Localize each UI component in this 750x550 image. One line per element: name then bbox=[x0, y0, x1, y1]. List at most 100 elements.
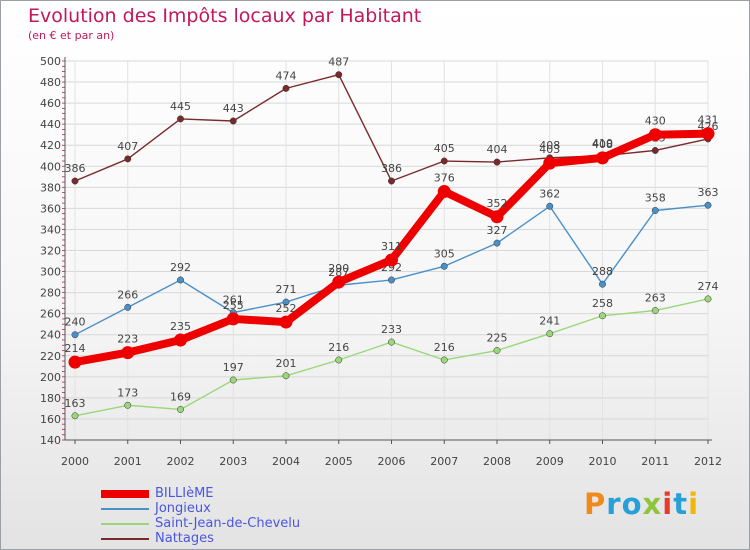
data-label-billi-me: 352 bbox=[487, 197, 508, 210]
data-label-saint-jean-de-chevelu: 173 bbox=[117, 386, 138, 399]
legend-swatch bbox=[101, 538, 149, 540]
y-tick-label: 360 bbox=[40, 202, 61, 215]
x-tick-label: 2009 bbox=[536, 455, 564, 468]
data-label-saint-jean-de-chevelu: 263 bbox=[645, 292, 666, 305]
legend-label: Nattages bbox=[155, 531, 214, 546]
data-label-nattages: 386 bbox=[65, 162, 86, 175]
data-label-nattages: 474 bbox=[276, 69, 297, 82]
data-label-saint-jean-de-chevelu: 233 bbox=[381, 323, 402, 336]
data-point-nattages bbox=[388, 177, 395, 185]
data-label-billi-me: 214 bbox=[65, 342, 86, 355]
data-label-jongieux: 292 bbox=[170, 261, 191, 274]
logo-letter: o bbox=[621, 487, 643, 521]
x-tick-label: 2007 bbox=[430, 455, 458, 468]
legend-item-nattages: Nattages bbox=[101, 531, 441, 547]
data-point-jongieux bbox=[177, 276, 184, 284]
data-label-saint-jean-de-chevelu: 258 bbox=[592, 297, 613, 310]
data-label-jongieux: 271 bbox=[276, 283, 297, 296]
data-label-jongieux: 362 bbox=[539, 187, 560, 200]
data-point-billi-me bbox=[437, 185, 451, 199]
data-point-billi-me bbox=[596, 151, 609, 165]
data-point-billi-me bbox=[174, 333, 187, 347]
data-point-jongieux bbox=[71, 331, 79, 339]
x-tick-label: 2003 bbox=[219, 455, 247, 468]
y-tick-label: 380 bbox=[40, 181, 61, 194]
data-point-billi-me bbox=[648, 128, 662, 142]
data-label-billi-me: 376 bbox=[434, 172, 455, 185]
x-tick-label: 2011 bbox=[641, 455, 669, 468]
legend-item-saint-jean-de-chevelu: Saint-Jean-de-Chevelu bbox=[101, 516, 441, 532]
data-label-billi-me: 252 bbox=[276, 302, 297, 315]
y-tick-label: 220 bbox=[40, 350, 61, 363]
chart-legend: BILLIèME Jongieux Saint-Jean-de-Chevelu Nat… bbox=[101, 486, 441, 547]
data-point-jongieux bbox=[440, 262, 448, 270]
data-point-nattages bbox=[282, 84, 290, 92]
y-tick-label: 500 bbox=[40, 55, 61, 68]
data-label-billi-me: 408 bbox=[592, 138, 613, 151]
y-tick-label: 320 bbox=[40, 245, 61, 258]
data-label-nattages: 410 bbox=[592, 137, 613, 150]
y-tick-label: 440 bbox=[40, 118, 61, 131]
data-label-nattages: 407 bbox=[117, 140, 138, 153]
data-label-nattages: 445 bbox=[170, 100, 191, 113]
data-label-billi-me: 290 bbox=[328, 262, 349, 275]
data-label-billi-me: 431 bbox=[698, 114, 719, 127]
data-label-jongieux: 266 bbox=[117, 288, 138, 301]
data-label-jongieux: 363 bbox=[698, 186, 719, 199]
data-point-saint-jean-de-chevelu bbox=[704, 295, 712, 303]
y-tick-label: 160 bbox=[40, 413, 61, 426]
legend-swatch bbox=[101, 508, 149, 510]
data-label-jongieux: 240 bbox=[65, 316, 86, 329]
legend-label: Jongieux bbox=[155, 501, 211, 516]
data-point-jongieux bbox=[599, 280, 606, 288]
data-label-jongieux: 261 bbox=[223, 294, 244, 307]
proxiti-logo: Proxiti bbox=[584, 487, 699, 521]
y-tick-label: 460 bbox=[40, 97, 61, 110]
data-point-saint-jean-de-chevelu bbox=[651, 307, 659, 314]
data-point-nattages bbox=[440, 157, 448, 165]
data-point-jongieux bbox=[704, 201, 712, 209]
y-tick-label: 180 bbox=[40, 392, 61, 405]
data-label-nattages: 386 bbox=[381, 162, 402, 175]
data-label-billi-me: 223 bbox=[117, 333, 138, 346]
data-label-saint-jean-de-chevelu: 225 bbox=[487, 332, 508, 345]
data-point-nattages bbox=[229, 117, 237, 125]
data-point-billi-me bbox=[279, 315, 293, 329]
data-point-saint-jean-de-chevelu bbox=[229, 376, 237, 384]
data-label-nattages: 404 bbox=[487, 143, 508, 156]
x-tick-label: 2008 bbox=[483, 455, 511, 468]
data-point-saint-jean-de-chevelu bbox=[440, 356, 448, 364]
data-point-jongieux bbox=[282, 298, 290, 306]
data-label-jongieux: 288 bbox=[592, 265, 613, 278]
x-tick-label: 2002 bbox=[167, 455, 195, 468]
data-point-billi-me bbox=[543, 156, 557, 170]
y-tick-label: 280 bbox=[40, 287, 61, 300]
data-point-saint-jean-de-chevelu bbox=[177, 406, 184, 413]
logo-letter: t bbox=[673, 487, 689, 521]
data-label-billi-me: 255 bbox=[223, 299, 244, 312]
data-point-nattages bbox=[493, 158, 501, 166]
legend-swatch bbox=[101, 523, 149, 525]
y-tick-label: 140 bbox=[40, 434, 61, 447]
data-label-saint-jean-de-chevelu: 197 bbox=[223, 361, 244, 374]
legend-label: BILLIèME bbox=[155, 486, 214, 501]
data-point-billi-me bbox=[121, 346, 135, 360]
logo-letter: i bbox=[662, 487, 674, 521]
legend-item-billi-me: BILLIèME bbox=[101, 486, 441, 502]
logo-letter: P bbox=[584, 487, 607, 521]
x-tick-label: 2000 bbox=[61, 455, 89, 468]
data-point-jongieux bbox=[493, 239, 501, 247]
data-label-nattages: 405 bbox=[434, 142, 455, 155]
data-point-billi-me bbox=[385, 253, 398, 267]
data-point-billi-me bbox=[226, 312, 240, 326]
data-label-nattages: 426 bbox=[698, 120, 719, 133]
logo-letter: i bbox=[688, 487, 700, 521]
data-point-billi-me bbox=[490, 210, 504, 224]
data-label-saint-jean-de-chevelu: 274 bbox=[698, 280, 719, 293]
legend-label: Saint-Jean-de-Chevelu bbox=[155, 516, 301, 531]
x-tick-label: 2004 bbox=[272, 455, 300, 468]
x-tick-label: 2012 bbox=[694, 455, 722, 468]
data-label-jongieux: 358 bbox=[645, 191, 666, 204]
data-label-saint-jean-de-chevelu: 201 bbox=[276, 357, 297, 370]
data-label-jongieux: 305 bbox=[434, 247, 455, 260]
